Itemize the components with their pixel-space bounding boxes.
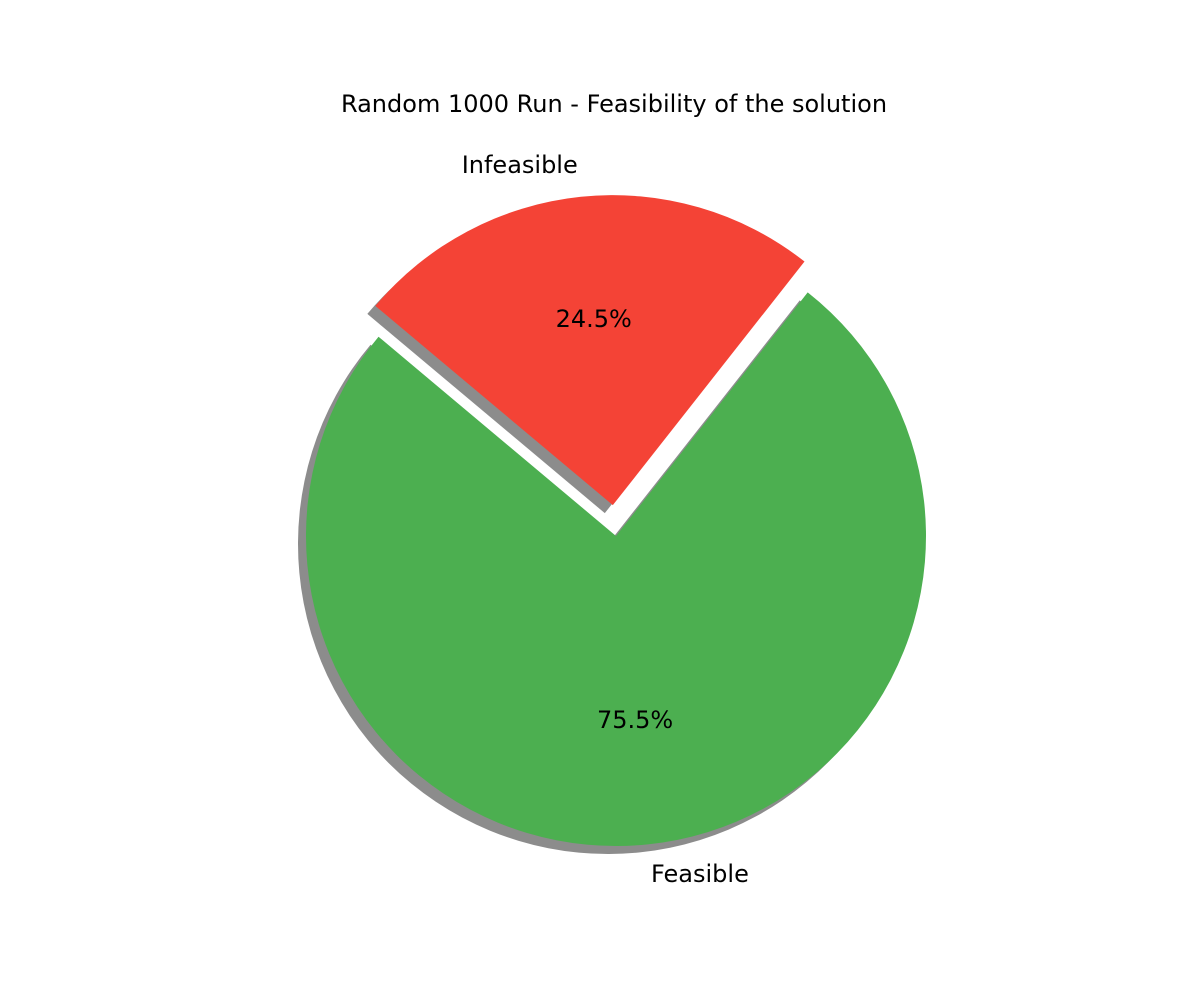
slice-infeasible <box>375 195 805 506</box>
slice-layer <box>305 195 926 846</box>
label-layer: Feasible 75.5% Infeasible 24.5% <box>462 151 749 888</box>
slice-feasible <box>305 292 926 846</box>
slice-label-feasible: Feasible <box>651 860 749 888</box>
slice-percent-feasible: 75.5% <box>597 706 673 734</box>
chart-title: Random 1000 Run - Feasibility of the sol… <box>341 90 887 118</box>
slice-percent-infeasible: 24.5% <box>556 305 632 333</box>
slice-label-infeasible: Infeasible <box>462 151 578 179</box>
